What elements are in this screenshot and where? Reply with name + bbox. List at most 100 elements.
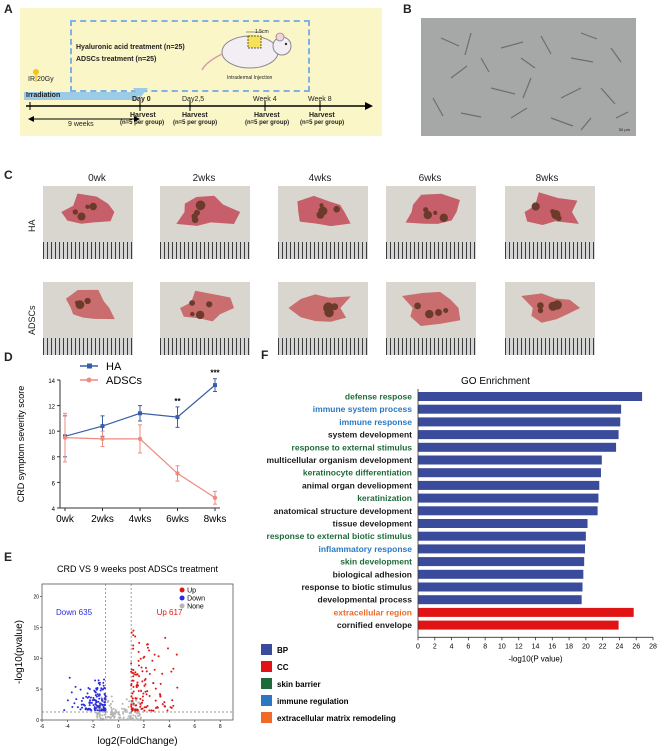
- gene-point-down: [74, 685, 77, 688]
- gene-point-down: [101, 703, 104, 706]
- gene-point-up: [130, 668, 133, 671]
- gene-point-down: [83, 704, 86, 707]
- gene-point-none: [100, 717, 103, 720]
- gene-point-none: [110, 711, 113, 714]
- gene-point-up: [141, 680, 144, 683]
- gene-point-none: [110, 702, 113, 705]
- gene-point-none: [134, 716, 137, 719]
- gene-point-up: [171, 699, 174, 702]
- legend-marker: [86, 377, 92, 383]
- gene-point-none: [108, 716, 111, 719]
- gene-point-up: [142, 692, 145, 695]
- gene-point-none: [118, 717, 121, 720]
- x-tick-label: 12: [515, 643, 523, 650]
- legend-label: BP: [277, 646, 289, 655]
- wound-area: [402, 291, 461, 326]
- gene-point-down: [98, 683, 101, 686]
- gene-point-down: [96, 686, 99, 689]
- gene-point-down: [97, 700, 100, 703]
- gene-point-up: [145, 706, 148, 709]
- gene-point-up: [143, 706, 146, 709]
- gene-point-none: [96, 716, 99, 719]
- go-term-label: anatomical structure development: [274, 506, 413, 516]
- scab: [84, 297, 91, 305]
- ruler: [505, 338, 595, 355]
- scab: [191, 213, 198, 220]
- go-term-label: response to biotic stimulus: [301, 582, 412, 592]
- gene-point-none: [137, 701, 140, 704]
- gene-point-up: [132, 702, 135, 705]
- treatment-box: Hyaluronic acid treatment (n=25) ADSCs t…: [70, 20, 310, 92]
- x-tick-label: -2: [91, 724, 96, 730]
- legend-label: Down: [187, 596, 205, 603]
- go-term-label: keratinocyte differentiation: [303, 468, 412, 478]
- x-tick-label: 16: [548, 643, 556, 650]
- x-tick-label: 24: [616, 643, 624, 650]
- gene-point-none: [101, 714, 104, 717]
- volcano-plot: CRD VS 9 weeks post ADSCs treatment -6 -4 -…: [14, 564, 234, 747]
- gene-point-down: [94, 703, 97, 706]
- col-header-8wks: 8wks: [535, 173, 559, 184]
- gene-point-up: [137, 650, 140, 653]
- significance-mark: ***: [210, 369, 220, 378]
- gene-point-up: [146, 643, 149, 646]
- gene-point-none: [134, 714, 137, 717]
- mouse-tag-text: 1.5cm: [255, 29, 269, 35]
- gene-point-up: [137, 684, 140, 687]
- gene-point-down: [98, 693, 101, 696]
- x-tick-label: 4wks: [129, 514, 152, 525]
- gene-point-down: [97, 682, 100, 685]
- wound-area: [176, 195, 241, 226]
- gene-point-up: [136, 681, 139, 684]
- data-point-ha: [138, 411, 142, 416]
- gene-point-up: [134, 671, 137, 674]
- gene-point-none: [129, 717, 132, 720]
- gene-point-up: [161, 703, 164, 706]
- wound-area: [524, 192, 579, 225]
- scab: [189, 300, 195, 306]
- cell-texture: [432, 32, 629, 131]
- gene-point-none: [121, 702, 124, 705]
- gene-point-up: [141, 670, 144, 673]
- gene-point-none: [109, 713, 112, 716]
- gene-point-none: [136, 712, 139, 715]
- gene-point-up: [134, 673, 137, 676]
- wound-photo: [160, 282, 250, 355]
- x-tick-label: -6: [40, 724, 45, 730]
- y-tick-label: 4: [52, 507, 56, 513]
- gene-point-up: [138, 675, 141, 678]
- gene-point-up: [131, 697, 134, 700]
- gene-point-up: [131, 679, 134, 682]
- gene-point-up: [131, 700, 134, 703]
- gene-point-down: [80, 699, 83, 702]
- wound-lesion: [61, 193, 115, 224]
- gene-point-none: [110, 708, 113, 711]
- gene-point-none: [102, 717, 105, 720]
- gene-point-down: [103, 678, 106, 681]
- gene-point-down: [98, 705, 101, 708]
- gene-point-none: [108, 704, 111, 707]
- ha-treatment-text: Hyaluronic acid treatment (n=25): [76, 44, 185, 51]
- gene-point-none: [129, 714, 132, 717]
- gene-point-up: [164, 636, 167, 639]
- gene-point-down: [103, 701, 106, 704]
- gene-point-down: [101, 688, 104, 691]
- gene-point-down: [98, 709, 101, 712]
- gene-point-none: [125, 698, 128, 701]
- x-tick-label: 4: [450, 643, 454, 650]
- scab: [548, 301, 558, 311]
- gene-point-up: [141, 701, 144, 704]
- ruler: [386, 242, 476, 259]
- gene-point-up: [175, 653, 178, 656]
- panel-label-e: E: [4, 550, 13, 564]
- chart-title: CRD VS 9 weeks post ADSCs treatment: [57, 564, 219, 574]
- gene-point-up: [130, 662, 133, 665]
- y-tick-label: 10: [33, 656, 39, 662]
- gene-point-down: [73, 702, 76, 705]
- ruler: [505, 242, 595, 259]
- legend-label-adscs: ADSCs: [106, 375, 143, 387]
- gene-point-up: [166, 709, 169, 712]
- go-bar: [418, 544, 586, 554]
- go-term-label: developmental process: [318, 595, 413, 605]
- legend-marker: [179, 587, 185, 593]
